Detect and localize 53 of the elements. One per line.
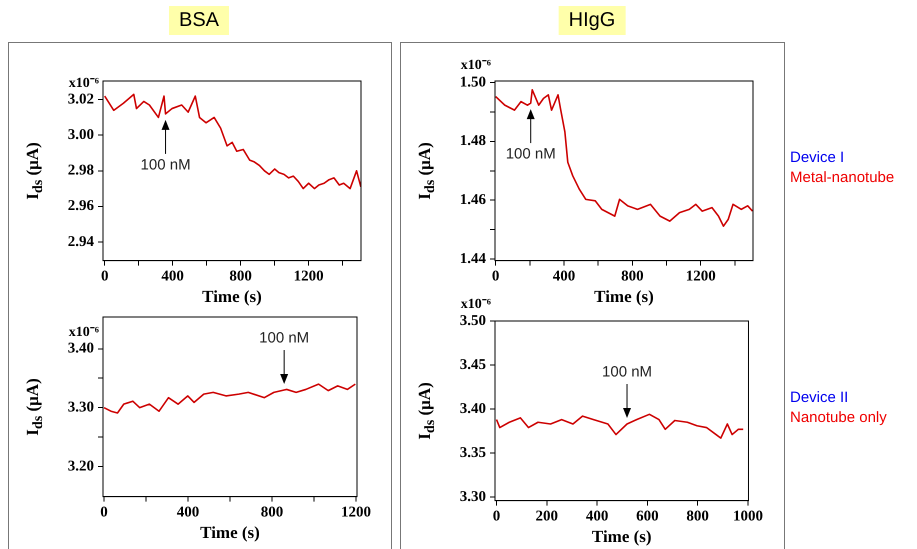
annotation: 100 nM [602,364,652,381]
x-tick-label: 0 [492,508,500,524]
x-tick-label: 800 [229,268,252,284]
y-tick-label: 1.48 [460,133,486,150]
text: x10⁻⁶ [68,74,99,92]
y-tick-label: 3.45 [460,356,486,373]
x-tick-label: 400 [176,504,200,520]
annotation: 100 nM [506,146,556,163]
x-axis-title: Time (s) [594,287,654,306]
x-tick-label: 800 [260,504,284,520]
text: Device II [790,388,850,408]
x-tick-label: 600 [636,508,659,524]
annotation: 100 nM [140,156,191,174]
text: x10⁻⁶ [460,57,491,74]
y-tick-label: 3.40 [460,400,486,417]
y-tick-label: 2.96 [68,198,94,214]
x-tick-label: 400 [552,268,576,284]
x-tick-label: 400 [161,268,184,284]
x-axis-title: Time (s) [592,527,652,546]
y-tick-label: 2.94 [68,234,94,250]
x-tick-label: 0 [492,268,500,284]
y-tick-label: 1.46 [460,192,486,208]
x-tick-label: 1000 [732,508,763,524]
x-tick-label: 1200 [686,268,716,284]
annotation: 100 nM [259,330,310,347]
y-tick-label: 3.20 [68,458,94,474]
text: Metal-nanotube [790,168,894,188]
y-tick-label: 1.50 [460,74,486,90]
text: x10⁻⁶ [68,324,99,341]
x-axis-title: Time (s) [200,523,260,542]
y-tick-label: 3.02 [68,92,94,108]
x-tick-label: 1200 [340,504,371,520]
y-tick-label: 2.98 [68,162,94,179]
x-tick-label: 0 [100,504,108,520]
x-tick-label: 800 [621,268,644,284]
y-tick-label: 3.30 [68,400,94,416]
y-tick-label: 3.00 [68,127,94,144]
text: Nanotube only [790,408,887,428]
x-tick-label: 400 [586,508,608,524]
x-tick-label: 0 [100,268,108,284]
chart-title: HIgG [558,6,626,35]
y-tick-label: 1.44 [460,251,486,268]
x-axis-title: Time (s) [202,287,262,306]
y-tick-label: 3.30 [460,488,486,505]
x-tick-label: 200 [536,508,558,524]
y-tick-label: 3.50 [460,312,486,329]
x-tick-label: 800 [686,508,709,524]
chart-title: BSA [168,6,230,35]
y-tick-label: 3.40 [68,340,94,357]
text: x10⁻⁶ [460,296,491,313]
x-tick-label: 1200 [294,268,324,284]
text: Device I [790,148,846,168]
y-tick-label: 3.35 [460,444,486,461]
